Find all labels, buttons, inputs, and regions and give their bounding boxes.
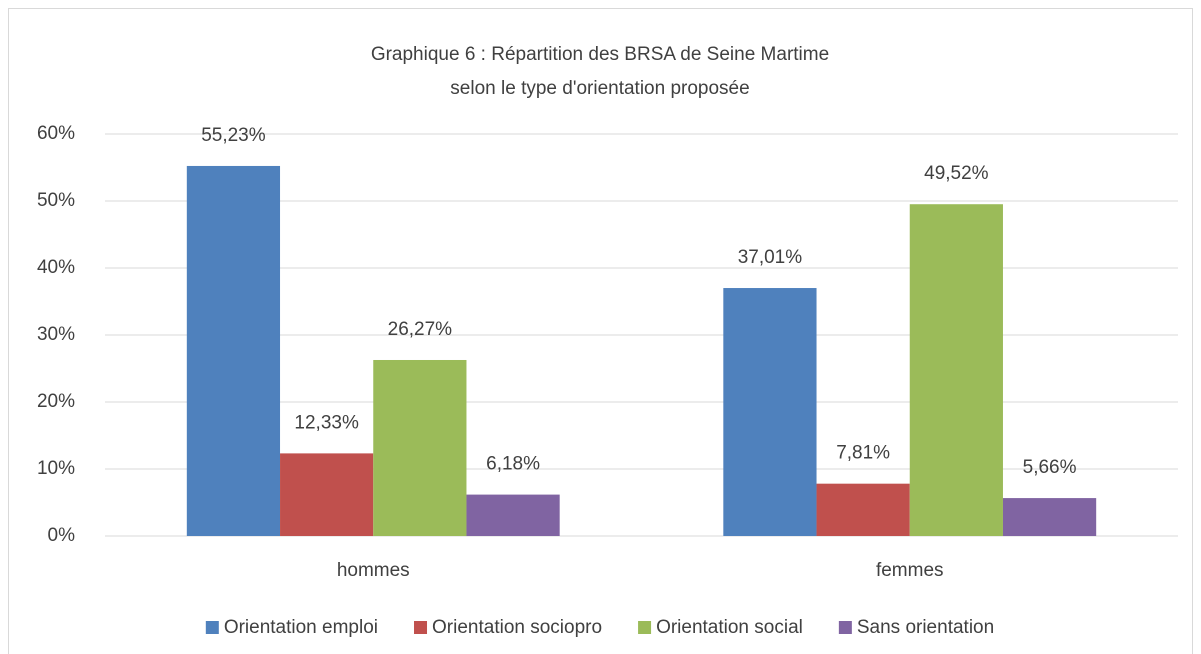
value-label: 49,52% <box>924 163 989 184</box>
bar <box>1002 498 1097 536</box>
chart-title: Graphique 6 : Répartition des BRSA de Se… <box>371 44 829 65</box>
y-tick-label: 60% <box>37 123 75 144</box>
bar <box>909 204 1003 536</box>
y-tick-label: 20% <box>37 391 75 412</box>
bar <box>280 453 374 536</box>
chart-title: selon le type d'orientation proposée <box>450 78 749 99</box>
y-tick-label: 30% <box>37 324 75 345</box>
legend-label: Orientation sociopro <box>432 617 602 638</box>
value-label: 55,23% <box>201 125 266 146</box>
value-label: 7,81% <box>836 443 890 464</box>
legend-swatch <box>838 621 852 634</box>
legend-swatch <box>414 621 428 634</box>
y-tick-label: 0% <box>48 525 76 546</box>
value-label: 5,66% <box>1023 457 1077 478</box>
legend-label: Orientation emploi <box>224 617 378 638</box>
y-tick-label: 50% <box>37 190 75 211</box>
legend-label: Sans orientation <box>857 617 994 638</box>
bar <box>466 494 560 536</box>
legend-swatch <box>205 621 219 634</box>
bar <box>373 359 467 536</box>
legend-swatch <box>638 621 652 634</box>
value-label: 26,27% <box>388 319 453 340</box>
x-tick-label: hommes <box>337 560 410 581</box>
bar <box>186 165 281 537</box>
value-label: 37,01% <box>738 247 803 268</box>
value-label: 6,18% <box>486 454 540 475</box>
chart-border <box>8 8 1193 654</box>
x-tick-label: femmes <box>876 560 944 581</box>
y-tick-label: 10% <box>37 458 75 479</box>
value-label: 12,33% <box>294 412 359 433</box>
bar <box>816 483 910 536</box>
legend-label: Orientation social <box>656 617 803 638</box>
bar <box>723 288 817 536</box>
y-tick-label: 40% <box>37 257 75 278</box>
